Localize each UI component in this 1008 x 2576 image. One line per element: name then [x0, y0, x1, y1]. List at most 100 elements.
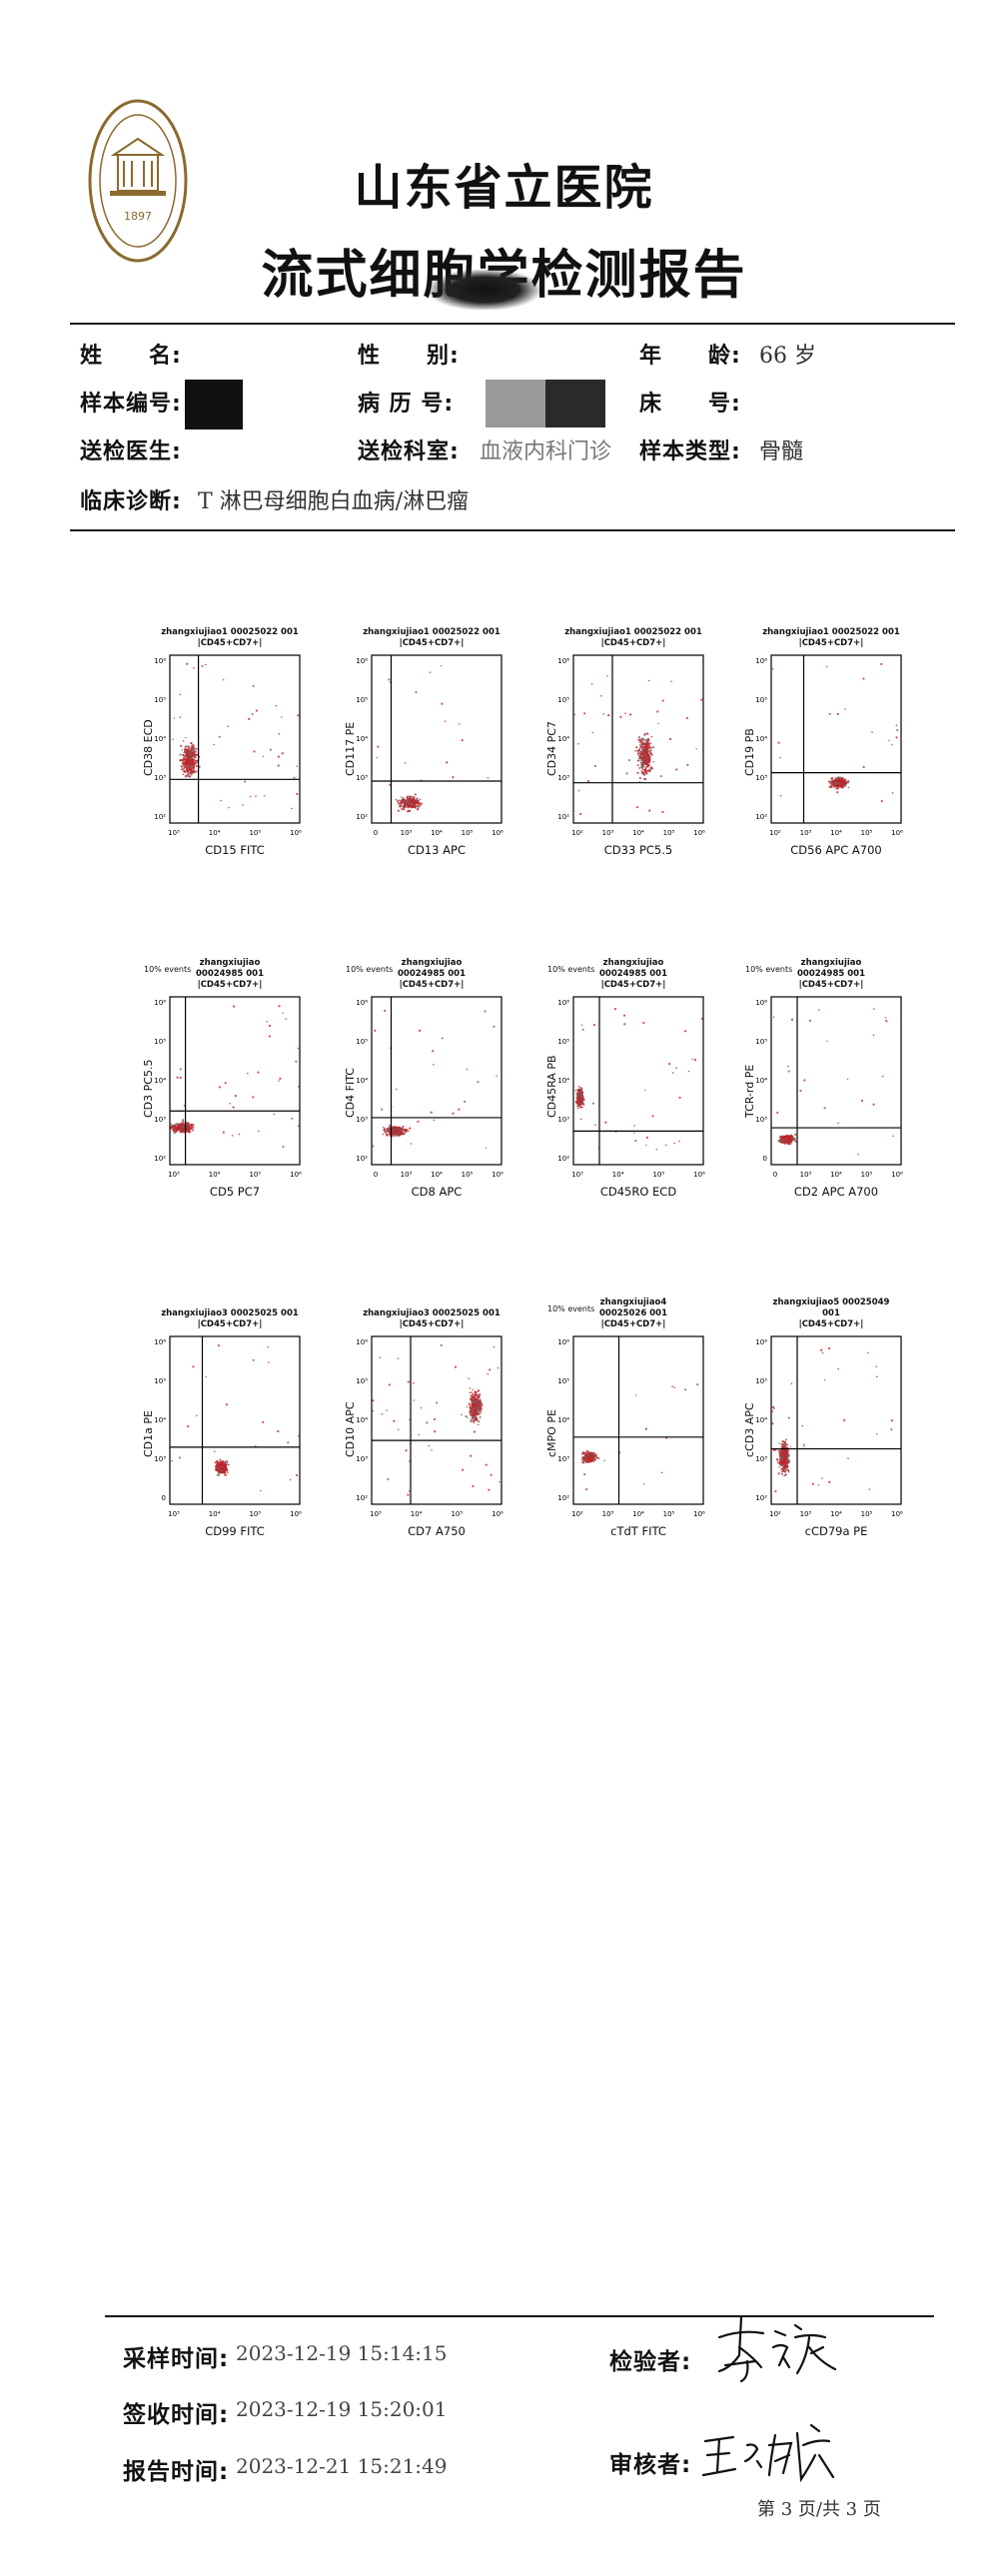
event-dot — [896, 728, 899, 732]
event-dot — [487, 1372, 490, 1375]
plot-title-line: |CD45+CD7+| — [600, 638, 666, 648]
event-dot — [645, 732, 648, 734]
event-dot — [461, 1468, 465, 1471]
x-axis-label: CD2 APC A700 — [793, 1185, 879, 1199]
event-dot — [279, 1077, 282, 1080]
x-tick-label: 10⁶ — [891, 829, 903, 837]
event-dot — [408, 802, 410, 805]
event-dot — [268, 1361, 270, 1363]
event-dot — [191, 760, 193, 763]
event-dot — [191, 771, 194, 773]
redaction-overlay — [529, 428, 619, 437]
y-tick-label: 10⁴ — [356, 1077, 368, 1085]
event-dot — [187, 1122, 190, 1125]
event-dot — [282, 1145, 285, 1149]
event-dot — [182, 754, 185, 756]
y-tick-label: 10² — [154, 1155, 166, 1163]
event-dot — [392, 1128, 395, 1130]
event-dot — [296, 792, 299, 795]
event-dot — [828, 1347, 831, 1350]
event-dot — [590, 683, 593, 685]
event-dot — [785, 1451, 788, 1454]
event-dot — [496, 1075, 498, 1077]
event-dot — [781, 1138, 784, 1141]
y-tick-label: 10⁴ — [755, 735, 767, 743]
event-dot — [193, 769, 196, 772]
event-dot — [788, 1143, 790, 1146]
event-dot — [781, 1139, 783, 1142]
event-dot — [643, 756, 646, 759]
event-dot — [179, 753, 182, 756]
event-dot — [891, 743, 893, 746]
event-dot — [803, 1079, 806, 1082]
event-dot — [471, 1411, 474, 1414]
event-dot — [191, 748, 193, 750]
y-tick-label: 10⁵ — [755, 1377, 767, 1385]
event-dot — [472, 1392, 474, 1395]
plot-title-line: 00024985 001 — [397, 969, 467, 979]
event-dot — [801, 1424, 804, 1427]
event-dot — [803, 1443, 805, 1445]
event-dot — [785, 1464, 787, 1466]
event-dot — [174, 1128, 177, 1130]
plot-title-line: zhangxiujiao — [401, 958, 463, 968]
event-dot — [466, 1068, 469, 1071]
event-dot — [777, 1472, 780, 1475]
y-axis-label: TCR-rd PE — [743, 1064, 756, 1118]
event-dot — [691, 1058, 694, 1061]
event-dot — [409, 1127, 412, 1130]
event-dot — [431, 1449, 433, 1451]
plot-frame — [169, 654, 301, 824]
events-note: 10% events — [547, 1304, 595, 1313]
event-dot — [787, 1468, 789, 1471]
scatter-plot: 0 10³ 10⁴ 10⁵ 10⁶ 0 10³ 10⁴ 10⁵ 10⁶ zhangxiujiao 00… — [721, 929, 951, 1269]
event-dot — [834, 777, 836, 779]
event-dot — [776, 1459, 779, 1462]
event-dot — [477, 1401, 480, 1403]
event-dot — [441, 1037, 444, 1040]
event-dot — [382, 1126, 385, 1129]
event-dot — [645, 753, 649, 756]
x-tick-label: 10⁶ — [891, 1171, 903, 1179]
x-tick-label: 0 — [773, 1171, 777, 1179]
event-dot — [217, 1469, 220, 1472]
dept-label: 送检科室: — [358, 439, 460, 464]
event-dot — [477, 1408, 480, 1411]
event-dot — [583, 1473, 586, 1476]
event-dot — [880, 662, 883, 665]
event-dot — [225, 1466, 228, 1468]
event-dot — [581, 1106, 583, 1109]
events-note: 10% events — [745, 965, 793, 974]
y-axis-label: CD1a PE — [142, 1409, 155, 1457]
event-dot — [436, 1401, 439, 1404]
scatter-plot: 10³ 10⁴ 10⁵ 10⁶ 0 10³ 10⁴ 10⁵ 10⁶ zhangxiujiao3 0… — [120, 1269, 350, 1608]
y-tick-label: 10² — [755, 813, 767, 821]
event-dot — [782, 1454, 785, 1457]
event-dot — [895, 736, 898, 739]
event-dot — [266, 1021, 269, 1023]
report-time-label: 报告时间: — [123, 2459, 230, 2485]
event-dot — [173, 1131, 176, 1135]
x-tick-label: 10⁵ — [249, 1510, 261, 1518]
event-dot — [469, 1391, 472, 1394]
event-dot — [408, 809, 412, 812]
event-dot — [441, 702, 444, 705]
plot-frame — [371, 1335, 503, 1505]
event-dot — [222, 1471, 225, 1474]
event-dot — [783, 1449, 786, 1452]
event-dot — [780, 1141, 783, 1144]
plot-title: zhangxiujiao3 00025025 001 |CD45+CD7+| — [150, 1308, 310, 1330]
event-dot — [205, 663, 207, 666]
event-dot — [592, 1024, 595, 1027]
events-note: 10% events — [144, 965, 192, 974]
event-dot — [193, 667, 195, 669]
event-dot — [179, 716, 182, 718]
event-dot — [420, 1406, 423, 1409]
event-dot — [580, 1024, 583, 1026]
event-dot — [595, 1455, 598, 1457]
event-dot — [836, 791, 839, 794]
event-dot — [641, 754, 643, 756]
event-dot — [783, 1470, 786, 1473]
event-dot — [268, 1035, 271, 1038]
